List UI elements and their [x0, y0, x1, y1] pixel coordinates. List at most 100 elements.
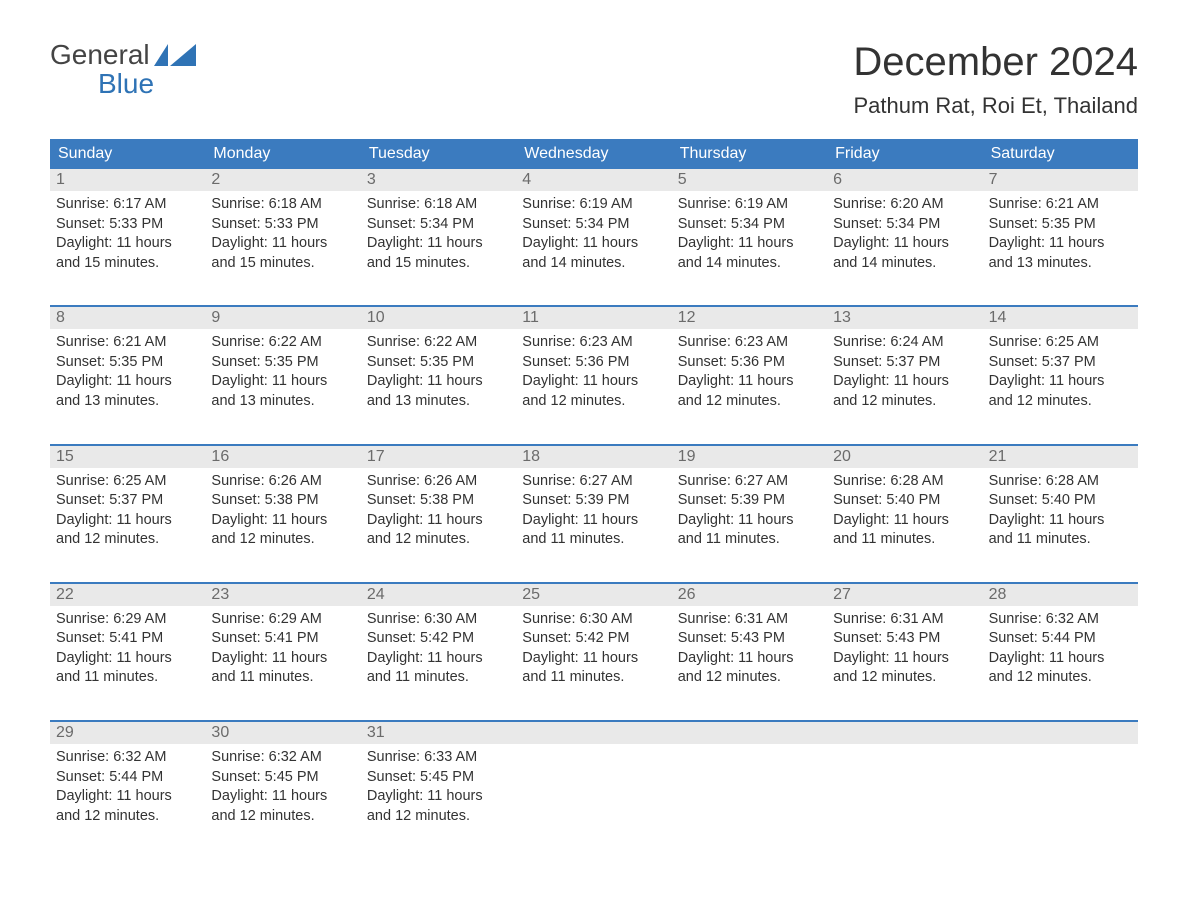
sunrise-line: Sunrise: 6:30 AM: [522, 610, 665, 630]
day-cell: Sunrise: 6:27 AMSunset: 5:39 PMDaylight:…: [516, 468, 671, 564]
day-cell: [983, 744, 1138, 840]
daylight-line: Daylight: 11 hours and 13 minutes.: [56, 372, 199, 411]
day-cell: Sunrise: 6:20 AMSunset: 5:34 PMDaylight:…: [827, 191, 982, 287]
sunset-line: Sunset: 5:44 PM: [989, 629, 1132, 649]
day-number: 17: [361, 446, 516, 468]
daylight-line: Daylight: 11 hours and 12 minutes.: [56, 511, 199, 550]
sunrise-line: Sunrise: 6:31 AM: [678, 610, 821, 630]
sunset-line: Sunset: 5:36 PM: [522, 353, 665, 373]
calendar-week: 22232425262728Sunrise: 6:29 AMSunset: 5:…: [50, 582, 1138, 702]
day-number: 13: [827, 307, 982, 329]
day-cell: Sunrise: 6:31 AMSunset: 5:43 PMDaylight:…: [827, 606, 982, 702]
calendar-week: 15161718192021Sunrise: 6:25 AMSunset: 5:…: [50, 444, 1138, 564]
day-cell: [827, 744, 982, 840]
day-cell: Sunrise: 6:30 AMSunset: 5:42 PMDaylight:…: [516, 606, 671, 702]
day-cell: Sunrise: 6:21 AMSunset: 5:35 PMDaylight:…: [983, 191, 1138, 287]
daylight-line: Daylight: 11 hours and 12 minutes.: [211, 511, 354, 550]
daylight-line: Daylight: 11 hours and 12 minutes.: [522, 372, 665, 411]
daynum-row: 293031: [50, 722, 1138, 744]
sunset-line: Sunset: 5:40 PM: [833, 491, 976, 511]
weekday-header: Friday: [827, 139, 982, 169]
day-number: 22: [50, 584, 205, 606]
day-cell: Sunrise: 6:17 AMSunset: 5:33 PMDaylight:…: [50, 191, 205, 287]
weekday-header: Thursday: [672, 139, 827, 169]
day-cell: Sunrise: 6:24 AMSunset: 5:37 PMDaylight:…: [827, 329, 982, 425]
sunrise-line: Sunrise: 6:24 AM: [833, 333, 976, 353]
calendar-week: 891011121314Sunrise: 6:21 AMSunset: 5:35…: [50, 305, 1138, 425]
sunset-line: Sunset: 5:35 PM: [989, 215, 1132, 235]
sunset-line: Sunset: 5:34 PM: [678, 215, 821, 235]
day-cell: Sunrise: 6:31 AMSunset: 5:43 PMDaylight:…: [672, 606, 827, 702]
daylight-line: Daylight: 11 hours and 14 minutes.: [833, 234, 976, 273]
sunset-line: Sunset: 5:44 PM: [56, 768, 199, 788]
daylight-line: Daylight: 11 hours and 12 minutes.: [989, 649, 1132, 688]
day-cell: Sunrise: 6:18 AMSunset: 5:33 PMDaylight:…: [205, 191, 360, 287]
day-number: 27: [827, 584, 982, 606]
sunset-line: Sunset: 5:33 PM: [211, 215, 354, 235]
daylight-line: Daylight: 11 hours and 13 minutes.: [367, 372, 510, 411]
sunrise-line: Sunrise: 6:27 AM: [522, 472, 665, 492]
day-cell: Sunrise: 6:28 AMSunset: 5:40 PMDaylight:…: [983, 468, 1138, 564]
daylight-line: Daylight: 11 hours and 11 minutes.: [522, 511, 665, 550]
sunset-line: Sunset: 5:39 PM: [522, 491, 665, 511]
sunset-line: Sunset: 5:34 PM: [367, 215, 510, 235]
day-number: [983, 722, 1138, 744]
sunrise-line: Sunrise: 6:20 AM: [833, 195, 976, 215]
daylight-line: Daylight: 11 hours and 12 minutes.: [678, 649, 821, 688]
day-cell: Sunrise: 6:33 AMSunset: 5:45 PMDaylight:…: [361, 744, 516, 840]
weekday-header: Tuesday: [361, 139, 516, 169]
day-number: 12: [672, 307, 827, 329]
daylight-line: Daylight: 11 hours and 13 minutes.: [211, 372, 354, 411]
sunrise-line: Sunrise: 6:26 AM: [367, 472, 510, 492]
daylight-line: Daylight: 11 hours and 12 minutes.: [211, 787, 354, 826]
day-number: 15: [50, 446, 205, 468]
sunrise-line: Sunrise: 6:21 AM: [56, 333, 199, 353]
day-number: 30: [205, 722, 360, 744]
weekday-header: Sunday: [50, 139, 205, 169]
day-cell: [516, 744, 671, 840]
day-cell: Sunrise: 6:21 AMSunset: 5:35 PMDaylight:…: [50, 329, 205, 425]
day-cell: Sunrise: 6:18 AMSunset: 5:34 PMDaylight:…: [361, 191, 516, 287]
day-number: 23: [205, 584, 360, 606]
weekday-header-row: SundayMondayTuesdayWednesdayThursdayFrid…: [50, 139, 1138, 169]
sunrise-line: Sunrise: 6:22 AM: [211, 333, 354, 353]
flag-icon: [154, 44, 196, 66]
sunset-line: Sunset: 5:37 PM: [56, 491, 199, 511]
day-cell: Sunrise: 6:30 AMSunset: 5:42 PMDaylight:…: [361, 606, 516, 702]
daylight-line: Daylight: 11 hours and 12 minutes.: [833, 649, 976, 688]
day-number: 14: [983, 307, 1138, 329]
sunrise-line: Sunrise: 6:32 AM: [211, 748, 354, 768]
sunset-line: Sunset: 5:39 PM: [678, 491, 821, 511]
sunrise-line: Sunrise: 6:25 AM: [56, 472, 199, 492]
daylight-line: Daylight: 11 hours and 11 minutes.: [989, 511, 1132, 550]
day-cell: Sunrise: 6:23 AMSunset: 5:36 PMDaylight:…: [672, 329, 827, 425]
daylight-line: Daylight: 11 hours and 12 minutes.: [367, 511, 510, 550]
sunrise-line: Sunrise: 6:19 AM: [678, 195, 821, 215]
sunrise-line: Sunrise: 6:27 AM: [678, 472, 821, 492]
logo-text-bottom: Blue: [50, 69, 196, 98]
daylight-line: Daylight: 11 hours and 12 minutes.: [989, 372, 1132, 411]
sunset-line: Sunset: 5:35 PM: [367, 353, 510, 373]
weekday-header: Saturday: [983, 139, 1138, 169]
daylight-line: Daylight: 11 hours and 12 minutes.: [367, 787, 510, 826]
sunset-line: Sunset: 5:42 PM: [522, 629, 665, 649]
title-block: December 2024 Pathum Rat, Roi Et, Thaila…: [853, 40, 1138, 119]
day-number: 7: [983, 169, 1138, 191]
daynum-row: 22232425262728: [50, 584, 1138, 606]
day-cell: Sunrise: 6:22 AMSunset: 5:35 PMDaylight:…: [205, 329, 360, 425]
day-number: 10: [361, 307, 516, 329]
daynum-row: 15161718192021: [50, 446, 1138, 468]
day-number: 2: [205, 169, 360, 191]
location-subtitle: Pathum Rat, Roi Et, Thailand: [853, 93, 1138, 119]
day-cell: Sunrise: 6:29 AMSunset: 5:41 PMDaylight:…: [50, 606, 205, 702]
day-cell: Sunrise: 6:19 AMSunset: 5:34 PMDaylight:…: [672, 191, 827, 287]
sunset-line: Sunset: 5:35 PM: [56, 353, 199, 373]
day-number: 18: [516, 446, 671, 468]
sunrise-line: Sunrise: 6:31 AM: [833, 610, 976, 630]
day-number: 11: [516, 307, 671, 329]
sunrise-line: Sunrise: 6:29 AM: [211, 610, 354, 630]
sunrise-line: Sunrise: 6:25 AM: [989, 333, 1132, 353]
calendar-week: 1234567Sunrise: 6:17 AMSunset: 5:33 PMDa…: [50, 169, 1138, 287]
weekday-header: Wednesday: [516, 139, 671, 169]
sunrise-line: Sunrise: 6:30 AM: [367, 610, 510, 630]
